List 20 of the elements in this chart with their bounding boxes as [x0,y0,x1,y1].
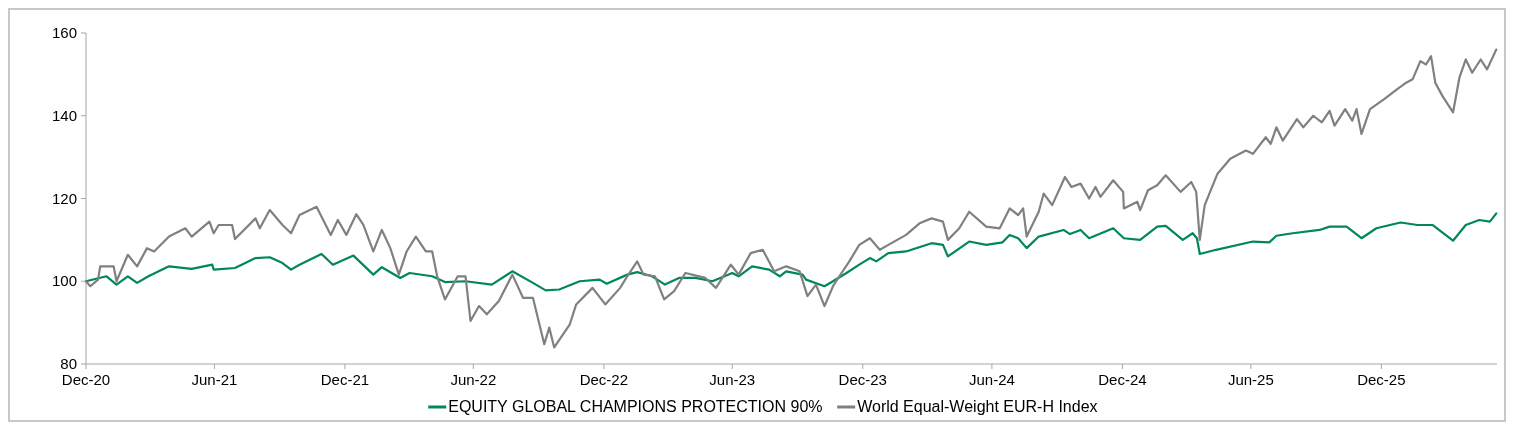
x-tick-label: Jun-25 [1227,371,1274,388]
y-tick-label: 100 [51,272,77,290]
legend-label: World Equal-Weight EUR-H Index [857,398,1098,415]
legend-label: EQUITY GLOBAL CHAMPIONS PROTECTION 90% [448,398,823,415]
x-tick-label: Jun-21 [191,371,238,388]
x-tick-label: Dec-23 [838,371,887,388]
x-tick-label: Jun-22 [450,371,497,388]
x-tick-label: Dec-22 [579,371,629,388]
y-tick-label: 80 [60,355,77,372]
line-series [84,48,1498,349]
x-tick-label: Dec-25 [1357,371,1406,388]
x-tick-label: Jun-24 [968,371,1015,388]
y-tick-label: 160 [51,24,77,41]
x-tick-label: Dec-21 [320,371,370,388]
x-tick-label: Dec-20 [61,371,111,388]
y-tick-label: 140 [51,106,77,124]
line-series [84,212,1498,292]
x-tick-label: Dec-24 [1098,371,1147,388]
x-tick-label: Jun-23 [709,371,756,388]
y-tick-label: 120 [51,189,77,207]
